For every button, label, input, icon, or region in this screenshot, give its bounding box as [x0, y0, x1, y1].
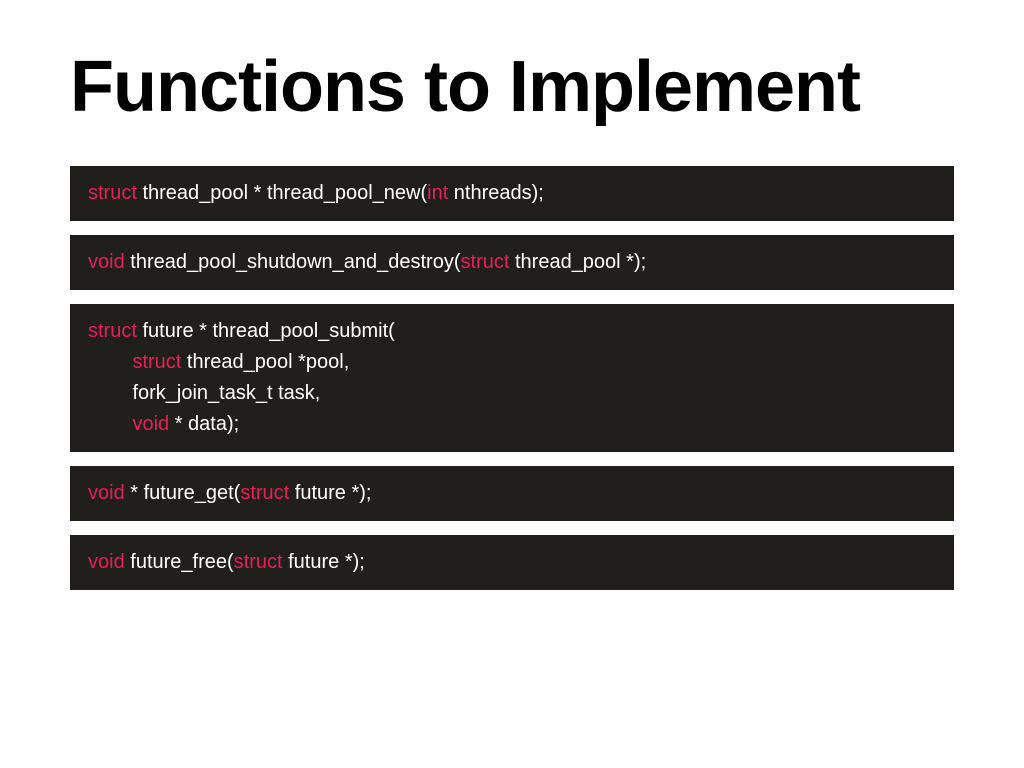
code-text: thread_pool_shutdown_and_destroy(	[125, 251, 461, 273]
code-block: struct thread_pool * thread_pool_new(int…	[70, 166, 954, 221]
keyword: void	[88, 551, 125, 573]
code-text: * future_get(	[125, 482, 241, 504]
keyword: struct	[461, 251, 510, 273]
code-text: * data);	[169, 413, 239, 435]
keyword: struct	[240, 482, 289, 504]
keyword: void	[88, 482, 125, 504]
keyword: int	[427, 182, 448, 204]
code-block: void * future_get(struct future *);	[70, 466, 954, 521]
keyword: void	[132, 413, 169, 435]
code-block: struct future * thread_pool_submit( stru…	[70, 304, 954, 452]
code-text: thread_pool *);	[509, 251, 646, 273]
keyword: struct	[132, 351, 181, 373]
keyword: struct	[88, 320, 137, 342]
code-text: future_free(	[125, 551, 234, 573]
keyword: struct	[88, 182, 137, 204]
code-block: void future_free(struct future *);	[70, 535, 954, 590]
code-text: future *);	[283, 551, 365, 573]
code-text: future *);	[289, 482, 371, 504]
slide: Functions to Implement struct thread_poo…	[0, 0, 1024, 768]
keyword: struct	[234, 551, 283, 573]
keyword: void	[88, 251, 125, 273]
slide-title: Functions to Implement	[70, 50, 954, 126]
code-text: thread_pool * thread_pool_new(	[137, 182, 427, 204]
code-block: void thread_pool_shutdown_and_destroy(st…	[70, 235, 954, 290]
code-blocks-container: struct thread_pool * thread_pool_new(int…	[70, 166, 954, 590]
code-text: nthreads);	[448, 182, 544, 204]
